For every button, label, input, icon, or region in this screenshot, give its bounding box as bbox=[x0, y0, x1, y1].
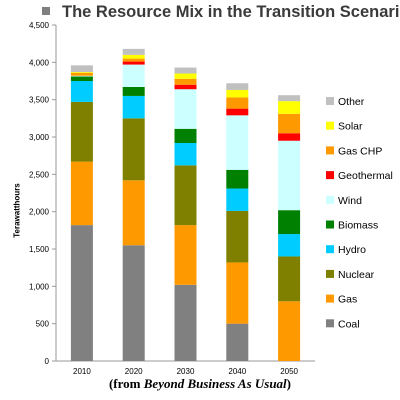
legend-swatch bbox=[326, 294, 334, 303]
bar-segment-geothermal bbox=[226, 108, 249, 116]
caption-prefix: (from bbox=[108, 376, 144, 391]
bar-segment-coal bbox=[174, 284, 197, 361]
bar-segment-biomass bbox=[70, 76, 93, 81]
y-tick-label: 2,500 bbox=[29, 170, 50, 179]
legend-swatch bbox=[326, 245, 334, 254]
bar-segment-gas bbox=[226, 262, 249, 324]
x-tick-label: 2030 bbox=[177, 367, 195, 376]
bar-segment-hydro bbox=[226, 188, 249, 211]
bar-segment-coal bbox=[70, 225, 93, 361]
y-tick-label: 500 bbox=[36, 320, 50, 329]
bar-segment-other bbox=[226, 83, 249, 90]
bar-segment-gas bbox=[122, 180, 145, 246]
x-tick-label: 2010 bbox=[73, 367, 91, 376]
legend-swatch bbox=[326, 121, 334, 130]
legend-swatch bbox=[326, 171, 334, 180]
y-tick-label: 3,500 bbox=[29, 96, 50, 105]
bar-segment-coal bbox=[122, 245, 145, 361]
bar-segment-wind bbox=[174, 89, 197, 129]
bar-segment-nuclear bbox=[122, 118, 145, 181]
bar-segment-biomass bbox=[122, 86, 145, 96]
title-bullet-icon bbox=[42, 7, 50, 15]
bar-segment-solar bbox=[174, 73, 197, 79]
bar-segment-gas-chp bbox=[278, 113, 301, 134]
bar-segment-gas bbox=[70, 161, 93, 226]
legend-label: Geothermal bbox=[338, 170, 393, 182]
bar-segment-hydro bbox=[70, 81, 93, 102]
legend-swatch bbox=[326, 269, 334, 278]
x-tick-label: 2040 bbox=[228, 367, 246, 376]
bar-segment-other bbox=[174, 67, 197, 74]
legend-swatch bbox=[326, 220, 334, 229]
bar-segment-hydro bbox=[174, 142, 197, 166]
bar-segment-geothermal bbox=[122, 61, 145, 65]
bar-segment-biomass bbox=[174, 128, 197, 143]
bar-segment-wind bbox=[278, 140, 301, 211]
bar-segment-nuclear bbox=[226, 210, 249, 263]
bar-segment-gas bbox=[278, 301, 301, 361]
y-tick-label: 4,500 bbox=[29, 21, 50, 30]
legend-label: Wind bbox=[338, 195, 362, 207]
bar-segment-gas-chp bbox=[226, 97, 249, 109]
legend-label: Gas CHP bbox=[338, 145, 382, 157]
x-tick-label: 2020 bbox=[125, 367, 143, 376]
y-tick-label: 2,000 bbox=[29, 208, 50, 217]
bar-segment-solar bbox=[70, 72, 93, 73]
legend-label: Nuclear bbox=[338, 269, 375, 281]
legend-swatch bbox=[326, 97, 334, 105]
bar-segment-other bbox=[70, 65, 93, 73]
bar-segment-hydro bbox=[278, 234, 301, 257]
legend-label: Other bbox=[338, 96, 365, 108]
bar-segment-geothermal bbox=[174, 84, 197, 90]
legend-label: Solar bbox=[338, 121, 363, 133]
bar-segment-other bbox=[122, 48, 145, 55]
bar-segment-nuclear bbox=[278, 256, 301, 302]
legend-label: Gas bbox=[338, 294, 357, 306]
bar-segment-wind bbox=[226, 115, 249, 170]
source-caption: (from Beyond Business As Usual) bbox=[0, 376, 400, 392]
bar-segment-solar bbox=[226, 89, 249, 98]
legend-swatch bbox=[326, 319, 334, 328]
legend-label: Coal bbox=[338, 318, 360, 330]
bar-segment-wind bbox=[70, 75, 93, 77]
legend-label: Hydro bbox=[338, 244, 366, 256]
legend-swatch bbox=[326, 146, 334, 155]
caption-source-title: Beyond Business As Usual bbox=[143, 376, 287, 391]
y-tick-label: 4,000 bbox=[29, 58, 50, 67]
bar-segment-gas-chp bbox=[70, 72, 93, 76]
bar-segment-geothermal bbox=[278, 133, 301, 141]
bar-segment-gas bbox=[174, 225, 197, 285]
bar-segment-gas-chp bbox=[174, 78, 197, 85]
bar-segment-hydro bbox=[122, 95, 145, 119]
chart-title: The Resource Mix in the Transition Scena… bbox=[62, 3, 400, 21]
bar-segment-coal bbox=[226, 323, 249, 361]
caption-suffix: ) bbox=[286, 376, 292, 391]
y-tick-label: 1,000 bbox=[29, 282, 50, 291]
x-tick-label: 2050 bbox=[280, 367, 298, 376]
bar-segment-other bbox=[278, 95, 301, 102]
bar-segment-biomass bbox=[278, 210, 301, 235]
y-tick-label: 0 bbox=[45, 357, 50, 366]
bar-segment-gas-chp bbox=[122, 58, 145, 62]
y-tick-label: 1,500 bbox=[29, 245, 50, 254]
legend-swatch bbox=[326, 195, 334, 204]
bar-segment-biomass bbox=[226, 169, 249, 189]
y-tick-label: 3,000 bbox=[29, 133, 50, 142]
bar-segment-nuclear bbox=[70, 101, 93, 162]
bar-segment-solar bbox=[122, 54, 145, 59]
bar-segment-wind bbox=[122, 64, 145, 87]
legend-label: Biomass bbox=[338, 220, 378, 232]
bar-segment-nuclear bbox=[174, 165, 197, 226]
bar-segment-solar bbox=[278, 101, 301, 114]
